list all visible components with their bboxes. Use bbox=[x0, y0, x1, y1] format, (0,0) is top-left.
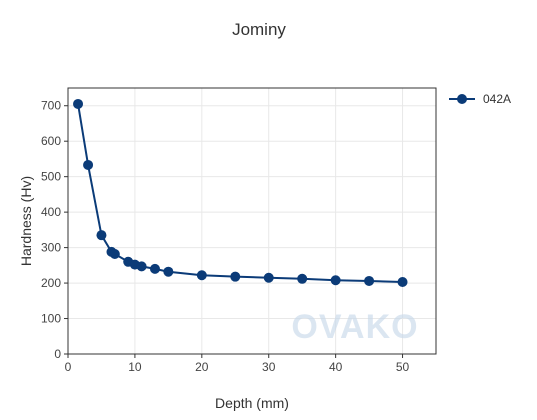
legend-marker-icon bbox=[457, 94, 467, 104]
data-point[interactable] bbox=[109, 248, 120, 259]
data-point[interactable] bbox=[83, 159, 94, 170]
x-tick-label: 20 bbox=[195, 360, 209, 374]
y-tick-label: 500 bbox=[41, 170, 61, 184]
y-tick-label: 200 bbox=[41, 276, 61, 290]
ovako-watermark-logo: OVAKO bbox=[291, 308, 418, 346]
x-axis-title: Depth (mm) bbox=[215, 395, 289, 411]
legend[interactable]: 042A bbox=[449, 92, 511, 106]
legend-label: 042A bbox=[483, 92, 511, 106]
data-point[interactable] bbox=[263, 272, 274, 283]
y-tick-label: 300 bbox=[41, 241, 61, 255]
y-tick-label: 600 bbox=[41, 134, 61, 148]
plot-frame bbox=[67, 87, 437, 355]
data-point[interactable] bbox=[96, 230, 107, 241]
x-tick-label: 10 bbox=[128, 360, 142, 374]
x-tick-label: 30 bbox=[262, 360, 276, 374]
data-point[interactable] bbox=[297, 273, 308, 284]
data-point[interactable] bbox=[73, 98, 84, 109]
x-tick-label: 50 bbox=[396, 360, 410, 374]
y-tick-label: 400 bbox=[41, 205, 61, 219]
x-tick-label: 0 bbox=[65, 360, 72, 374]
y-axis-title: Hardness (Hv) bbox=[18, 176, 34, 266]
data-point[interactable] bbox=[397, 277, 408, 288]
series-layer bbox=[73, 98, 408, 288]
y-tick-label: 700 bbox=[41, 99, 61, 113]
y-tick-label: 100 bbox=[41, 312, 61, 326]
data-point[interactable] bbox=[149, 263, 160, 274]
data-point[interactable] bbox=[196, 270, 207, 281]
x-tick-label: 40 bbox=[329, 360, 343, 374]
data-point[interactable] bbox=[136, 261, 147, 272]
data-point[interactable] bbox=[163, 266, 174, 277]
grid bbox=[68, 88, 436, 354]
chart-title: Jominy bbox=[232, 20, 286, 39]
data-point[interactable] bbox=[230, 271, 241, 282]
y-tick-label: 0 bbox=[54, 347, 61, 361]
data-point[interactable] bbox=[364, 275, 375, 286]
data-point[interactable] bbox=[330, 275, 341, 286]
series-line bbox=[77, 103, 403, 284]
